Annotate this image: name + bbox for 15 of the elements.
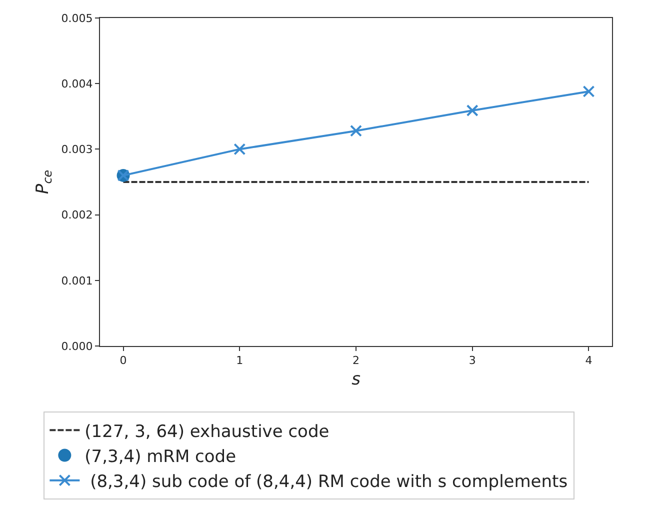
x-axis-title: s	[352, 370, 361, 390]
y-tick-label: 0.004	[61, 77, 93, 90]
y-tick-label: 0.001	[61, 274, 93, 288]
x-tick-label: 1	[236, 354, 244, 368]
x-tick-label: 0	[120, 354, 127, 368]
x-tick-label: 4	[585, 354, 592, 368]
y-tick-label: 0.000	[61, 340, 93, 353]
y-tick-label: 0.005	[61, 12, 93, 25]
legend-label: (127, 3, 64) exhaustive code	[84, 422, 330, 442]
x-tick-label: 2	[352, 354, 360, 368]
x-tick-label: 3	[468, 354, 476, 368]
y-tick-label: 0.003	[61, 143, 93, 156]
legend-label: (7,3,4) mRM code	[84, 446, 236, 467]
y-tick-label: 0.002	[61, 208, 93, 222]
legend-label: (8,3,4) sub code of (8,4,4) RM code with s complements	[84, 472, 568, 492]
